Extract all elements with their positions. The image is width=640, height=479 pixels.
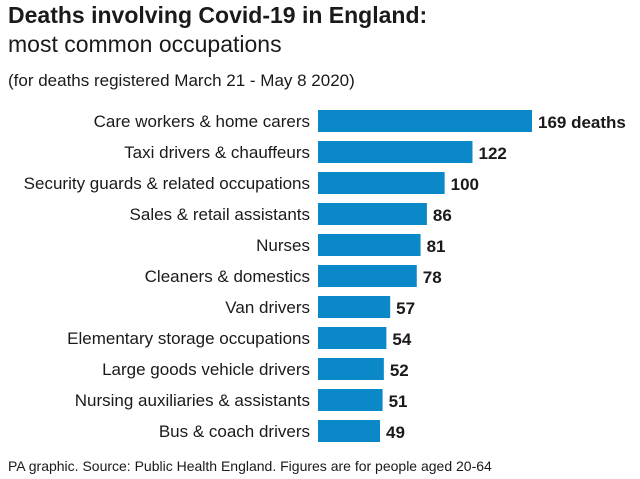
bar: [318, 358, 384, 380]
chart-note: (for deaths registered March 21 - May 8 …: [8, 71, 355, 90]
value-label: 86: [433, 206, 452, 225]
bar: [318, 420, 381, 442]
bar: [318, 203, 427, 225]
bar: [318, 172, 445, 194]
chart-title: Deaths involving Covid-19 in England:: [8, 2, 428, 28]
category-label: Nurses: [256, 236, 310, 255]
chart-subtitle: most common occupations: [8, 31, 282, 57]
value-label: 57: [396, 299, 415, 318]
value-label: 122: [478, 144, 506, 163]
bar: [318, 141, 473, 163]
value-label: 100: [451, 175, 479, 194]
category-label: Sales & retail assistants: [130, 205, 310, 224]
value-label: 51: [389, 392, 408, 411]
value-label: 49: [386, 423, 405, 442]
value-label: 54: [392, 330, 411, 349]
category-label: Nursing auxiliaries & assistants: [75, 391, 310, 410]
category-label: Large goods vehicle drivers: [102, 360, 310, 379]
bar: [318, 110, 532, 132]
bar: [318, 389, 383, 411]
value-label: 52: [390, 361, 409, 380]
value-label: 169 deaths: [538, 113, 626, 132]
category-label: Cleaners & domestics: [145, 267, 310, 286]
category-label: Van drivers: [225, 298, 310, 317]
bar: [318, 234, 421, 256]
value-label: 78: [423, 268, 442, 287]
category-label: Elementary storage occupations: [67, 329, 310, 348]
value-label: 81: [427, 237, 446, 256]
category-label: Security guards & related occupations: [24, 174, 310, 193]
bar: [318, 265, 417, 287]
bar: [318, 327, 387, 349]
category-label: Bus & coach drivers: [159, 422, 310, 441]
category-label: Taxi drivers & chauffeurs: [124, 143, 310, 162]
bar: [318, 296, 391, 318]
category-label: Care workers & home carers: [94, 112, 310, 131]
source-note: PA graphic. Source: Public Health Englan…: [8, 458, 492, 474]
